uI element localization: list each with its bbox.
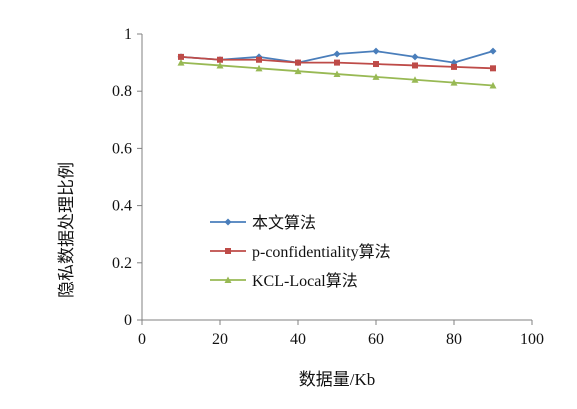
y-tick-label: 0.8 — [112, 83, 132, 100]
legend-marker — [224, 276, 232, 283]
legend-marker — [225, 248, 231, 254]
y-tick-label: 1 — [124, 26, 132, 43]
data-point — [372, 47, 380, 55]
y-tick-label: 0 — [124, 312, 132, 329]
y-axis-title: 隐私数据处理比例 — [57, 162, 76, 298]
x-tick-label: 20 — [212, 331, 228, 348]
x-tick-label: 60 — [368, 331, 384, 348]
data-point — [217, 56, 223, 63]
x-tick-label: 0 — [138, 331, 146, 348]
data-point — [373, 61, 379, 68]
data-point — [451, 63, 457, 70]
axes: 0 0.2 0.4 0.6 0.8 1 0 20 40 60 80 100 — [112, 26, 544, 348]
series-3 — [177, 59, 497, 89]
data-point — [450, 79, 458, 86]
legend-label: KCL-Local算法 — [252, 271, 358, 290]
legend-label: 本文算法 — [252, 213, 316, 232]
data-point — [295, 59, 301, 66]
legend-label: p-confidentiality算法 — [252, 242, 391, 261]
y-tick-label: 0.6 — [112, 140, 132, 157]
legend: 本文算法 p-confidentiality算法 KCL-Local算法 — [210, 213, 391, 290]
x-tick-label: 80 — [446, 331, 462, 348]
data-point — [178, 53, 184, 60]
y-tick-label: 0.4 — [112, 198, 132, 215]
data-point — [412, 62, 418, 69]
data-point — [216, 61, 224, 69]
data-point — [294, 67, 302, 75]
series-2 — [178, 53, 496, 72]
data-point — [333, 50, 341, 58]
legend-entry: p-confidentiality算法 — [210, 242, 391, 261]
data-point — [411, 76, 419, 83]
data-point — [490, 65, 496, 72]
data-point — [256, 56, 262, 63]
data-point — [489, 81, 497, 89]
y-tick-label: 0.2 — [112, 255, 132, 272]
x-axis-title: 数据量/Kb — [299, 370, 376, 389]
legend-entry: KCL-Local算法 — [210, 271, 358, 290]
data-point — [334, 59, 340, 66]
legend-entry: 本文算法 — [210, 213, 316, 232]
x-tick-label: 100 — [520, 331, 544, 348]
data-point — [333, 70, 341, 78]
data-point — [411, 53, 419, 61]
x-tick-label: 40 — [290, 331, 306, 348]
data-point — [177, 59, 185, 66]
data-point — [255, 64, 263, 72]
series-layer — [177, 47, 497, 89]
legend-marker — [224, 218, 232, 226]
data-point — [372, 73, 380, 80]
data-point — [489, 47, 497, 55]
